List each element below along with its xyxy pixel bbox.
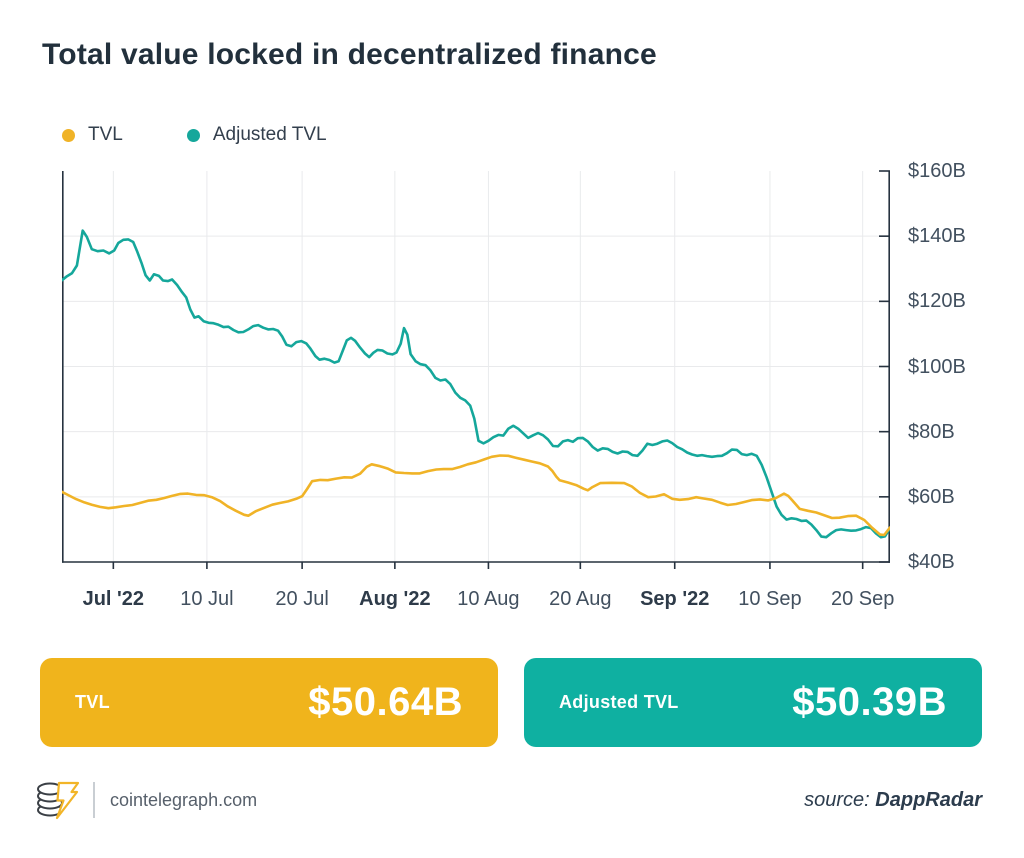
y-tick-label: $140B — [908, 225, 966, 248]
legend-label-tvl: TVL — [88, 124, 123, 145]
y-tick-label: $160B — [908, 160, 966, 182]
y-tick-label: $60B — [908, 485, 955, 508]
footer-divider — [93, 782, 95, 818]
x-tick-label: Sep '22 — [640, 588, 710, 610]
x-tick-label: Jul '22 — [82, 588, 145, 610]
y-tick-label: $100B — [908, 355, 966, 378]
x-tick-label: Aug '22 — [359, 588, 431, 610]
tvl-line — [62, 454, 890, 537]
adjusted-tvl-summary-card: Adjusted TVL $50.39B — [524, 658, 982, 747]
legend-label-adjusted-tvl: Adjusted TVL — [212, 124, 327, 145]
source-prefix: source: — [804, 789, 876, 811]
chart-plot — [62, 170, 890, 569]
x-tick-label: 10 Jul — [180, 588, 234, 610]
chart-legend: TVL Adjusted TVL — [62, 124, 327, 146]
legend-item-adjusted-tvl: Adjusted TVL — [186, 124, 327, 146]
tvl-dot-icon — [62, 128, 75, 142]
x-tick-label: 20 Sep — [830, 588, 895, 610]
tvl-summary-card: TVL $50.64B — [40, 658, 498, 747]
adjusted-tvl-card-label: Adjusted TVL — [559, 692, 679, 712]
cointelegraph-logo-icon — [37, 781, 80, 820]
x-tick-label: 10 Aug — [457, 588, 520, 610]
tvl-card-value: $50.64B — [308, 680, 463, 724]
adjusted-tvl-dot-icon — [186, 128, 200, 142]
x-tick-label: 20 Jul — [275, 588, 329, 610]
tvl-card-label: TVL — [75, 692, 110, 712]
source-name: DappRadar — [875, 789, 982, 811]
adjusted-tvl-card-value: $50.39B — [792, 680, 947, 724]
footer-site-text: cointelegraph.com — [110, 790, 258, 810]
legend-item-tvl: TVL — [62, 124, 123, 146]
y-tick-label: $120B — [908, 290, 966, 313]
source-attribution: source: DappRadar — [804, 789, 982, 812]
adjusted-tvl-line — [62, 229, 890, 539]
x-tick-label: 20 Aug — [549, 588, 612, 610]
y-tick-label: $80B — [908, 420, 955, 443]
y-tick-label: $40B — [908, 551, 955, 573]
x-tick-label: 10 Sep — [738, 588, 802, 610]
page-title: Total value locked in decentralized fina… — [42, 38, 657, 71]
